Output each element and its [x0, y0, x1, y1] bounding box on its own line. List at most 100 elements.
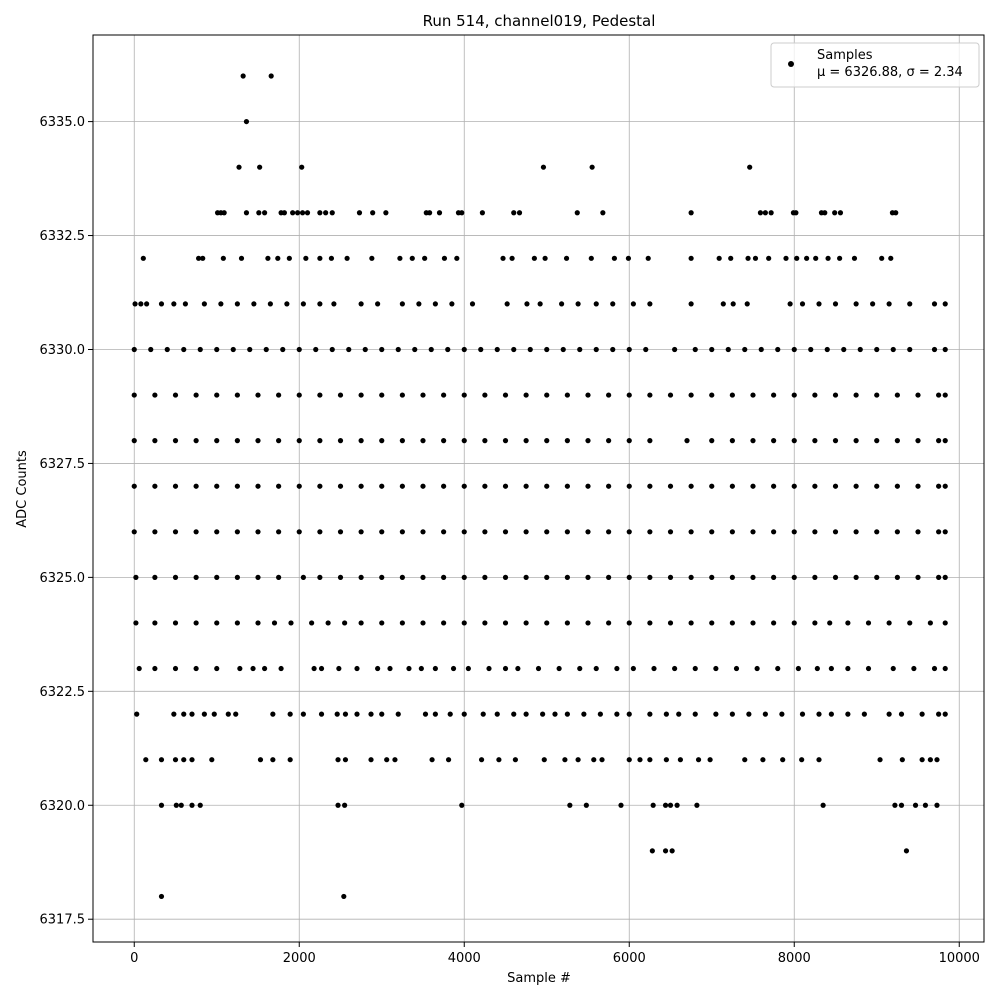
data-point: [255, 529, 261, 535]
data-point: [362, 346, 368, 353]
data-point: [720, 301, 726, 307]
data-point: [461, 438, 467, 444]
data-point: [813, 255, 819, 261]
data-point: [593, 301, 599, 307]
data-point: [152, 574, 158, 580]
data-point: [677, 757, 684, 763]
data-point: [309, 620, 315, 626]
data-point: [406, 665, 412, 672]
data-point: [853, 392, 859, 398]
data-point: [189, 711, 195, 717]
data-point: [234, 483, 240, 489]
data-point: [853, 574, 859, 580]
data-point: [750, 392, 756, 398]
data-point: [886, 711, 892, 717]
data-point: [564, 529, 570, 535]
data-point: [281, 210, 287, 216]
data-point: [238, 255, 245, 261]
data-point: [379, 346, 385, 353]
data-point: [181, 346, 187, 353]
data-point: [152, 392, 158, 398]
data-point: [136, 665, 142, 672]
data-point: [912, 802, 919, 808]
data-point: [482, 438, 488, 444]
data-point: [544, 392, 550, 398]
data-point: [511, 210, 517, 216]
data-point: [688, 574, 694, 580]
data-point: [832, 483, 839, 489]
data-point: [808, 346, 814, 353]
data-point: [420, 620, 426, 626]
data-point: [919, 711, 925, 717]
data-point: [502, 574, 509, 580]
data-point: [742, 346, 748, 353]
data-point: [399, 483, 405, 489]
data-point: [478, 757, 485, 763]
data-point: [370, 210, 376, 216]
data-point: [626, 574, 632, 580]
data-point: [209, 757, 215, 763]
data-point: [171, 711, 177, 717]
data-point: [256, 210, 262, 216]
data-point: [331, 301, 337, 307]
data-point: [695, 757, 702, 763]
data-point: [894, 574, 900, 580]
data-point: [824, 346, 830, 353]
data-point: [346, 346, 352, 353]
data-point: [172, 757, 179, 763]
data-point: [255, 620, 261, 626]
data-point: [358, 392, 364, 398]
data-point: [684, 438, 690, 444]
data-point: [934, 757, 940, 763]
data-point: [251, 301, 257, 307]
data-point: [574, 210, 580, 216]
data-point: [271, 620, 278, 626]
data-point: [794, 255, 800, 261]
y-tick-label: 6317.5: [40, 913, 86, 928]
data-point: [936, 711, 942, 717]
data-point: [942, 711, 948, 717]
data-point: [172, 665, 179, 672]
data-point: [494, 346, 500, 353]
data-point: [173, 802, 179, 808]
data-point: [358, 574, 364, 580]
data-point: [496, 757, 502, 763]
data-point: [237, 665, 243, 672]
data-point: [730, 301, 736, 307]
y-tick-label: 6325.0: [40, 571, 86, 586]
data-point: [709, 529, 715, 535]
legend-series-name: Samples: [817, 48, 873, 63]
data-point: [541, 757, 547, 763]
data-point: [618, 802, 624, 808]
data-point: [288, 620, 294, 626]
data-point: [589, 164, 595, 170]
data-point: [276, 529, 282, 535]
data-point: [564, 574, 570, 580]
data-point: [335, 757, 341, 763]
data-point: [832, 529, 839, 535]
data-point: [775, 346, 781, 353]
data-point: [379, 438, 385, 444]
data-point: [919, 757, 925, 763]
data-point: [196, 255, 202, 261]
data-point: [181, 711, 187, 717]
data-point: [585, 574, 591, 580]
data-point: [230, 346, 236, 353]
data-point: [287, 757, 293, 763]
data-point: [886, 301, 892, 307]
data-point: [812, 620, 818, 626]
data-point: [931, 665, 938, 672]
data-point: [845, 620, 851, 626]
data-point: [667, 574, 674, 580]
data-point: [375, 301, 381, 307]
data-point: [276, 574, 282, 580]
data-point: [750, 620, 756, 626]
data-point: [234, 438, 240, 444]
data-point: [647, 574, 653, 580]
x-axis-label: Sample #: [507, 971, 571, 986]
data-point: [461, 392, 467, 398]
data-point: [335, 802, 341, 808]
data-point: [874, 438, 880, 444]
data-point: [436, 210, 443, 216]
